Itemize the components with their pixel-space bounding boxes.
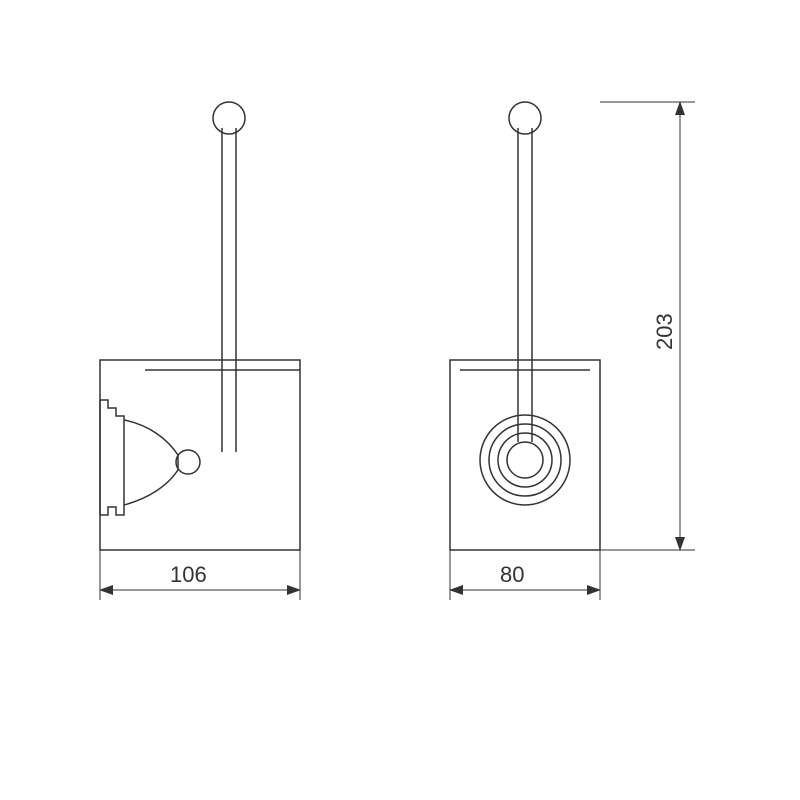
side-view [100, 102, 300, 550]
dim-height-value: 203 [652, 313, 677, 350]
dim-width-left-value: 106 [170, 562, 207, 587]
dim-width-right-value: 80 [500, 562, 524, 587]
dimension-height [600, 102, 695, 550]
dimension-width-right [450, 550, 600, 600]
technical-drawing: 106 80 203 [0, 0, 800, 800]
front-view [450, 102, 600, 550]
